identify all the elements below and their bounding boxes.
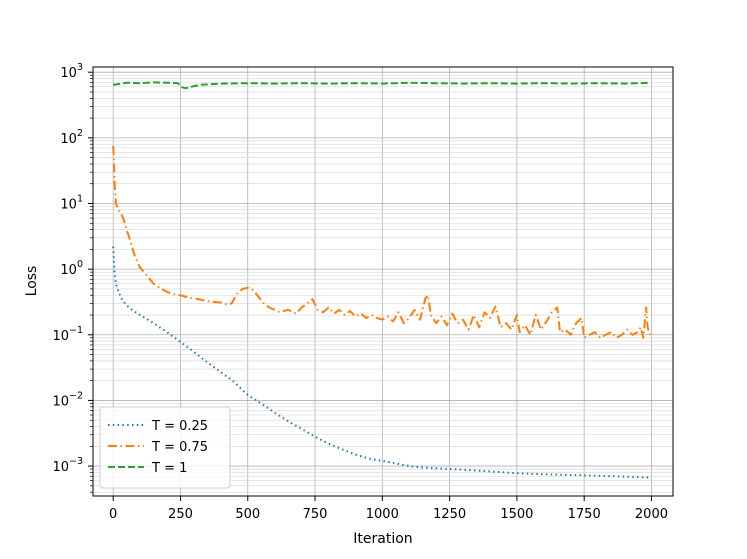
x-tick-label-6: 1500 bbox=[500, 507, 533, 522]
x-axis-ticks: 0 250 500 750 1000 1250 1500 1750 2000 bbox=[109, 496, 668, 522]
legend-label-1: T = 0.75 bbox=[151, 440, 208, 455]
y-tick-label-3: 100 bbox=[60, 259, 83, 278]
x-axis-label: Iteration bbox=[353, 531, 412, 547]
y-tick-label-2: 10−1 bbox=[52, 325, 83, 344]
plot-series bbox=[112, 81, 652, 479]
plot-frame bbox=[92, 66, 674, 497]
x-tick-label-5: 1250 bbox=[433, 507, 466, 522]
legend-label-2: T = 1 bbox=[151, 461, 187, 476]
x-tick-label-8: 2000 bbox=[635, 507, 668, 522]
x-tick-label-2: 500 bbox=[235, 507, 260, 522]
x-tick-label-1: 250 bbox=[168, 507, 193, 522]
legend-label-0: T = 0.25 bbox=[151, 419, 208, 434]
x-tick-label-7: 1750 bbox=[568, 507, 601, 522]
y-tick-label-0: 10−3 bbox=[52, 456, 83, 475]
legend: T = 0.25 T = 0.75 T = 1 bbox=[99, 406, 231, 489]
x-tick-label-4: 1000 bbox=[366, 507, 399, 522]
x-tick-label-0: 0 bbox=[109, 507, 117, 522]
y-tick-label-4: 101 bbox=[60, 193, 83, 212]
y-axis-label: Loss bbox=[24, 266, 40, 297]
y-tick-label-6: 103 bbox=[60, 62, 83, 81]
y-tick-label-1: 10−2 bbox=[52, 390, 83, 409]
series-line-2 bbox=[113, 81, 649, 90]
series-line-1 bbox=[112, 145, 652, 339]
y-tick-label-5: 102 bbox=[60, 128, 83, 147]
x-tick-label-3: 750 bbox=[303, 507, 328, 522]
y-axis-ticks: 10−3 10−2 10−1 100 101 102 103 bbox=[52, 62, 93, 493]
